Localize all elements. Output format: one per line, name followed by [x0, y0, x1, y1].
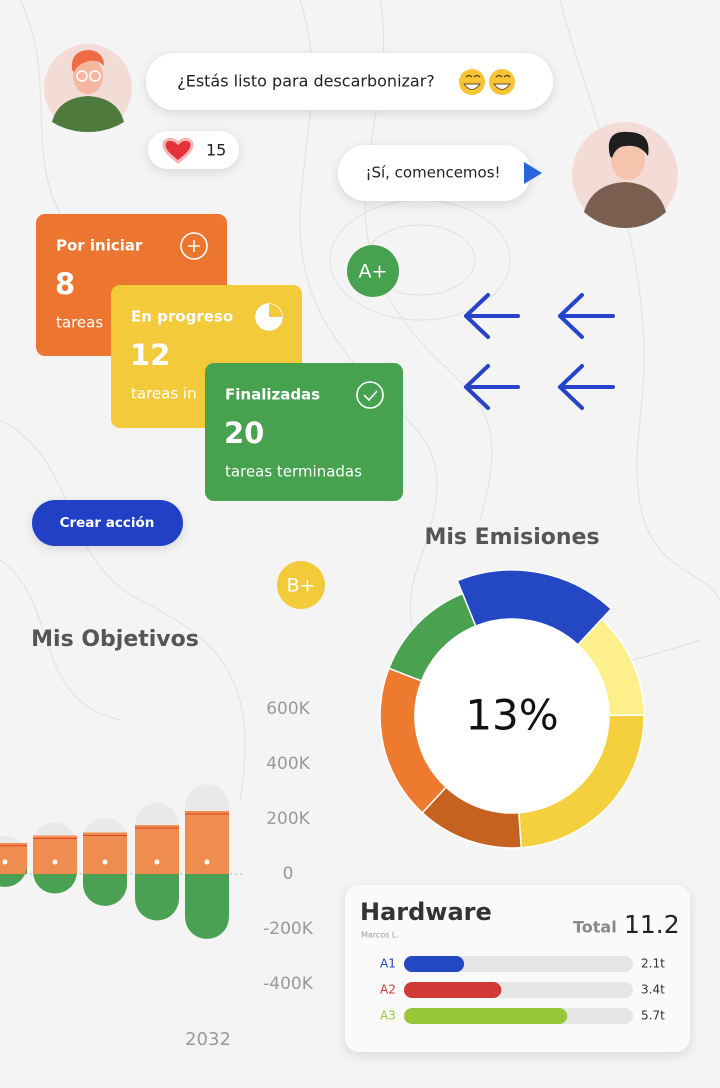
card-count: 8	[55, 267, 75, 301]
category-label: A2	[380, 983, 396, 997]
negative-bar	[135, 874, 179, 921]
card-icon	[356, 381, 384, 409]
card-icon	[363, 390, 378, 402]
card-caption: tareas terminadas	[225, 463, 362, 481]
actual-bar	[135, 825, 179, 874]
category-label: A1	[380, 957, 396, 971]
negative-bar	[185, 874, 229, 939]
card-icon	[188, 240, 200, 252]
button-label[interactable]: Crear acción	[60, 515, 155, 531]
card-title: Finalizadas	[225, 386, 320, 404]
actual-bar	[0, 842, 27, 874]
grade-badge	[347, 245, 399, 297]
grade-label: B+	[287, 575, 316, 597]
center-label: 13%	[465, 691, 558, 740]
total-value: 11.2	[624, 910, 680, 939]
card-title: Por iniciar	[56, 237, 143, 255]
actual-bar	[83, 832, 127, 874]
category-label: A3	[380, 1009, 396, 1023]
total-label: Total	[573, 918, 617, 937]
negative-bar	[33, 871, 77, 894]
y-tick-label: 0	[283, 864, 294, 884]
bar-dot	[2, 859, 8, 865]
card-title: Hardware	[360, 898, 492, 926]
donut-hole	[415, 619, 609, 813]
task-card: Finalizadas 20 tareas terminadas	[205, 363, 403, 501]
bar	[404, 982, 502, 998]
heart-icon	[162, 137, 194, 164]
chat-message: ¡Sí, comencemos!	[365, 164, 500, 182]
y-tick-label: -200K	[263, 919, 314, 939]
y-tick-label: 200K	[266, 809, 310, 829]
card-caption: tareas	[56, 314, 103, 332]
like-count: 15	[206, 141, 226, 160]
avatar-right	[572, 122, 678, 228]
bar-dot	[154, 859, 160, 865]
bar-dot	[102, 859, 108, 865]
chat-message: ¿Estás listo para descarbonizar?	[177, 72, 435, 91]
y-tick-label: 400K	[266, 754, 310, 774]
avatar-left	[44, 44, 132, 132]
card-icon	[180, 232, 208, 260]
chart-title: Mis Emisiones	[424, 525, 599, 550]
value-label: 2.1t	[641, 957, 665, 971]
y-tick-label: 600K	[266, 699, 310, 719]
card-count: 20	[224, 416, 264, 450]
card-icon	[269, 304, 282, 317]
card-count: 12	[130, 338, 170, 372]
card-subtitle: Marcos L.	[361, 931, 399, 940]
bar-dot	[52, 859, 58, 865]
x-tick-label: 2032	[185, 1029, 231, 1050]
emoji	[459, 69, 515, 95]
grade-badge	[277, 561, 325, 609]
bar	[404, 956, 465, 972]
value-label: 3.4t	[641, 983, 665, 997]
card-title: En progreso	[131, 308, 233, 326]
bar-dot	[204, 859, 210, 865]
y-tick-label: -400K	[263, 974, 314, 994]
bar	[404, 1008, 568, 1024]
arrows	[464, 293, 615, 410]
negative-bar	[83, 874, 127, 906]
card-bg	[205, 363, 403, 501]
actual-bar	[33, 835, 77, 874]
send-icon[interactable]	[524, 162, 542, 184]
value-label: 5.7t	[641, 1009, 665, 1023]
card-caption: tareas in	[131, 385, 197, 403]
grade-label: A+	[359, 261, 388, 283]
negative-bar	[0, 864, 27, 887]
chart-title: Mis Objetivos	[31, 627, 199, 652]
actual-bar	[185, 811, 229, 874]
